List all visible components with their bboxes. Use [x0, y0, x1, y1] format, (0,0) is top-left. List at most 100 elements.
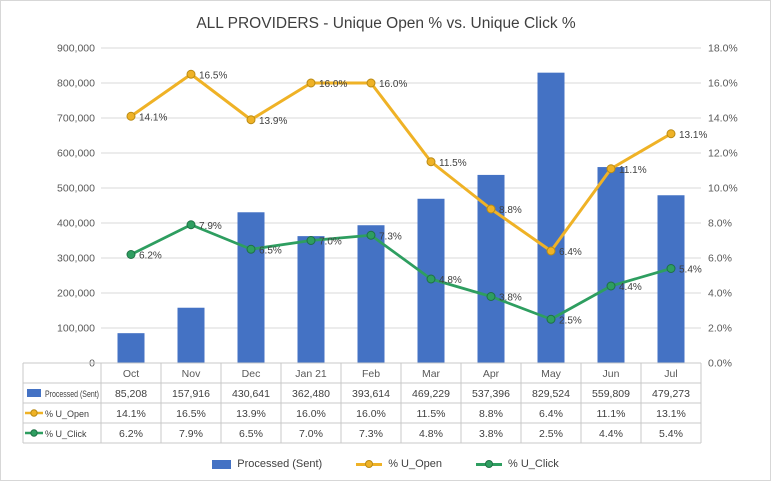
click-marker [246, 244, 256, 254]
click-data-label: 6.2% [139, 251, 162, 262]
bar-Feb [357, 225, 385, 363]
month-label: Nov [182, 368, 201, 380]
month-label: May [541, 368, 562, 380]
legend-label-u-click: % U_Click [508, 458, 559, 470]
month-label: Feb [362, 368, 380, 380]
left-axis-label: 400,000 [57, 218, 95, 230]
table-cell: 362,480 [292, 388, 330, 400]
right-axis-label: 14.0% [708, 113, 738, 125]
click-marker [186, 220, 196, 230]
click-data-label: 5.4% [679, 265, 702, 276]
legend-label-u-open: % U_Open [388, 458, 443, 470]
table-row-label: % U_Open [45, 409, 89, 419]
table-cell: 537,396 [472, 388, 510, 400]
chart-title: ALL PROVIDERS - Unique Open % vs. Unique… [196, 15, 576, 32]
left-axis-label: 600,000 [57, 148, 95, 160]
bar-Oct [117, 333, 145, 363]
open-data-label: 11.5% [439, 158, 467, 169]
click-data-label: 7.9% [199, 221, 222, 232]
left-axis-label: 300,000 [57, 253, 95, 265]
table-cell: 6.4% [539, 408, 563, 420]
month-label: Jun [603, 368, 620, 380]
table-cell: 4.8% [419, 428, 443, 440]
left-axis-label: 900,000 [57, 43, 95, 55]
click-marker [426, 274, 436, 284]
open-marker [546, 246, 556, 256]
table-row-label: % U_Click [45, 429, 87, 439]
month-label: Jan 21 [295, 368, 327, 380]
table-cell: 559,809 [592, 388, 630, 400]
click-data-label: 4.8% [439, 275, 462, 286]
bar-Nov [177, 307, 205, 363]
open-marker [246, 115, 256, 125]
legend-item-u-open[interactable]: % U_Open [356, 458, 442, 470]
table-cell: 393,614 [352, 388, 390, 400]
right-axis-label: 18.0% [708, 43, 738, 55]
month-label: Dec [242, 368, 261, 380]
chart-canvas: ALL PROVIDERS - Unique Open % vs. Unique… [22, 15, 738, 444]
bar-Dec [237, 212, 265, 363]
table-cell: 479,273 [652, 388, 690, 400]
legend-item-u-click[interactable]: % U_Click [476, 458, 559, 470]
open-marker [126, 111, 136, 121]
table-cell: 6.5% [239, 428, 263, 440]
table-cell: 85,208 [115, 388, 147, 400]
open-data-label: 11.1% [619, 165, 647, 176]
left-axis-label: 100,000 [57, 323, 95, 335]
open-data-label: 13.9% [259, 116, 287, 127]
click-marker [126, 250, 136, 259]
table-cell: 3.8% [479, 428, 503, 440]
bar-swatch-icon [27, 389, 41, 397]
click-marker [366, 230, 376, 240]
table-cell: 4.4% [599, 428, 623, 440]
open-data-label: 16.0% [379, 79, 407, 90]
click-data-label: 6.5% [259, 245, 282, 256]
month-label: Mar [422, 368, 441, 380]
click-data-label: 3.8% [499, 293, 522, 304]
open-marker [366, 78, 376, 88]
table-cell: 11.5% [417, 408, 446, 420]
left-axis-label: 500,000 [57, 183, 95, 195]
click-data-label: 2.5% [559, 315, 582, 326]
table-cell: 7.0% [299, 428, 323, 440]
click-marker [666, 264, 676, 273]
open-marker [426, 157, 436, 167]
table-cell: 7.9% [179, 428, 203, 440]
table-cell: 14.1% [116, 408, 146, 420]
table-cell: 13.9% [236, 408, 266, 420]
right-axis-label: 2.0% [708, 323, 732, 335]
open-data-label: 14.1% [139, 112, 167, 123]
right-axis-label: 10.0% [708, 183, 738, 195]
month-label: Jul [664, 368, 677, 380]
month-label: Apr [483, 368, 500, 380]
open-data-label: 6.4% [559, 247, 582, 258]
click-line-swatch-icon [476, 460, 503, 468]
click-data-label: 7.0% [319, 237, 342, 248]
line-swatch-icon [30, 409, 38, 417]
table-cell: 2.5% [539, 428, 563, 440]
open-marker [306, 78, 316, 88]
click-marker [306, 236, 316, 245]
table-row-label: Processed (Sent) [45, 389, 99, 399]
table-cell: 829,524 [532, 388, 570, 400]
click-marker [486, 292, 496, 301]
legend-item-processed[interactable]: Processed (Sent) [212, 458, 322, 470]
right-axis-label: 4.0% [708, 288, 732, 300]
bar-swatch-icon [212, 459, 232, 469]
right-axis-label: 8.0% [708, 218, 732, 230]
open-line-swatch-icon [356, 460, 383, 468]
bar-Jun [597, 167, 625, 363]
left-axis-label: 700,000 [57, 113, 95, 125]
table-cell: 13.1% [656, 408, 686, 420]
table-cell: 16.5% [176, 408, 206, 420]
table-cell: 11.1% [597, 408, 626, 420]
open-data-label: 8.8% [499, 205, 522, 216]
open-marker [486, 204, 496, 214]
table-cell: 16.0% [296, 408, 326, 420]
table-cell: 16.0% [356, 408, 386, 420]
click-line [129, 223, 673, 321]
table-cell: 6.2% [119, 428, 143, 440]
click-data-label: 7.3% [379, 231, 402, 242]
left-axis-label: 200,000 [57, 288, 95, 300]
